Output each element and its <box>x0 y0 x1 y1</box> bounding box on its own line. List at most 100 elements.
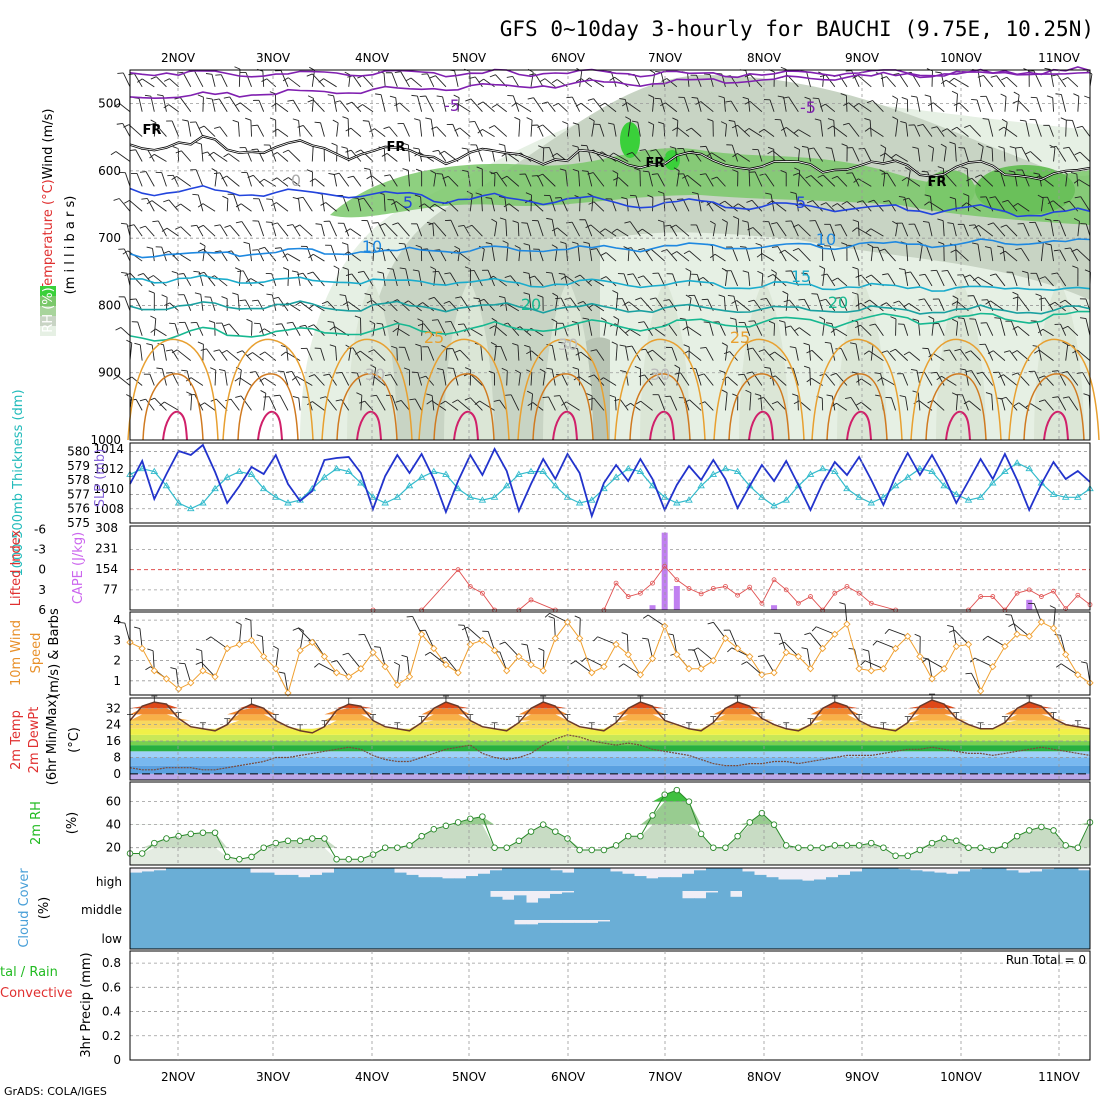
wind-barb <box>734 121 739 137</box>
wind-barb-flag <box>329 326 335 331</box>
thickness-point <box>818 464 827 472</box>
cloud-cell-low <box>526 924 539 949</box>
cloud-cell-middle <box>142 891 155 920</box>
thickness-point <box>855 493 863 500</box>
date-tick-bottom: 7NOV <box>648 1070 683 1084</box>
cloud-cell-middle <box>862 891 875 920</box>
rh2m-point <box>321 835 328 842</box>
wind-barb-flag <box>121 272 128 274</box>
wind-barb-flag <box>457 323 465 326</box>
wind-barb <box>445 656 459 674</box>
wind-barb <box>510 394 520 411</box>
wind-barb <box>226 198 229 212</box>
wind10-speed-point <box>345 673 353 681</box>
wind-barb-flag <box>447 367 454 369</box>
wind-barb <box>363 197 374 212</box>
wind-barb-flag <box>669 146 676 149</box>
wind-barb <box>785 294 789 311</box>
wind-barb-flag <box>537 294 544 298</box>
wind-barb <box>460 296 471 312</box>
cloud-cell-low <box>202 920 215 949</box>
wind-barb-flag <box>850 342 857 345</box>
wind-barb <box>190 394 193 411</box>
wind-barb-flag <box>803 365 810 369</box>
wind-barb-flag <box>757 655 765 657</box>
wind-barb <box>459 349 471 361</box>
wind-barb-flag <box>426 400 432 405</box>
wind10-speed-point <box>867 667 875 675</box>
wind-barb-flag <box>490 171 497 175</box>
wind-barb <box>311 98 314 112</box>
wind-barb-flag <box>552 292 558 297</box>
wind-barb-flag <box>572 122 579 125</box>
wind-barb <box>736 300 751 312</box>
wind-barb-flag <box>197 341 204 345</box>
wind-barb <box>155 328 167 337</box>
wind-barb <box>575 660 593 674</box>
wind-barb <box>133 224 143 237</box>
cloud-cell-middle <box>958 891 971 920</box>
wind-barb-flag <box>571 347 578 350</box>
wind-barb <box>496 104 507 113</box>
wind-barb-flag <box>824 341 831 344</box>
thickness-tick: 576 <box>67 502 90 516</box>
wind-barb-flag <box>525 192 532 196</box>
thickness-point <box>272 493 280 500</box>
wind-barb-flag <box>485 197 492 199</box>
temperature-color-band <box>130 745 1090 752</box>
wind-barb <box>570 297 580 312</box>
wind-barb <box>396 201 410 212</box>
wind-barb-flag <box>626 152 633 155</box>
wind-barb <box>806 71 811 87</box>
wind-barb-flag <box>820 202 827 206</box>
wind-barb <box>895 224 898 237</box>
date-tick-bottom: 11NOV <box>1038 1070 1080 1084</box>
wind-barb-flag <box>308 374 315 378</box>
wind-barb <box>577 147 581 162</box>
wind-barb <box>596 349 605 361</box>
wind-barb-flag <box>531 175 538 177</box>
temp2m-tick: 32 <box>106 701 121 715</box>
wind-barb-flag <box>297 627 304 632</box>
wind-barb <box>995 273 1006 287</box>
rh2m-point <box>539 821 547 828</box>
wind-barb-flag <box>546 217 553 220</box>
cloud-cell-high <box>682 873 695 891</box>
precip-frame <box>129 950 1091 1061</box>
wind-barb-flag <box>389 95 396 99</box>
cloud-row-label: middle <box>81 903 122 917</box>
cloud-cell-low <box>166 920 179 949</box>
wind-barb-flag <box>490 342 497 346</box>
thickness-point <box>1061 493 1070 500</box>
wind-barb-flag <box>181 369 188 372</box>
wind-barb-flag <box>558 341 565 344</box>
wind-barb <box>1078 179 1091 187</box>
wind10-speed-point <box>721 634 730 642</box>
wind-barb-flag <box>931 126 938 129</box>
rh2m-point <box>965 844 972 851</box>
wind-barb-flag <box>964 274 971 278</box>
wind10-speed-point <box>624 650 632 659</box>
wind-barb-flag <box>286 321 293 324</box>
wind-barb-flag <box>937 166 944 169</box>
wind-barb-flag <box>657 219 664 223</box>
wind-barb-flag <box>139 225 146 229</box>
wind-barb <box>763 128 775 137</box>
lifted-index-point <box>686 586 692 591</box>
wind-barb-flag <box>747 227 754 231</box>
wind-barb-flag <box>637 275 644 279</box>
wind-barb <box>425 95 435 112</box>
wind-barb <box>320 348 325 361</box>
wind-barb <box>229 96 240 112</box>
wind-barb-flag <box>327 320 334 323</box>
wind-barb-flag <box>679 317 686 320</box>
cloud-cell-high <box>1006 870 1019 891</box>
wind-barb <box>933 353 945 361</box>
wind-barb-flag <box>670 224 677 229</box>
wind-barb-flag <box>1051 370 1059 372</box>
wind-barb <box>437 319 447 336</box>
wind-barb-flag <box>333 265 340 270</box>
wind-barb-flag <box>703 73 711 76</box>
cloud-cell-high <box>670 877 683 891</box>
wind-barb <box>226 175 240 187</box>
